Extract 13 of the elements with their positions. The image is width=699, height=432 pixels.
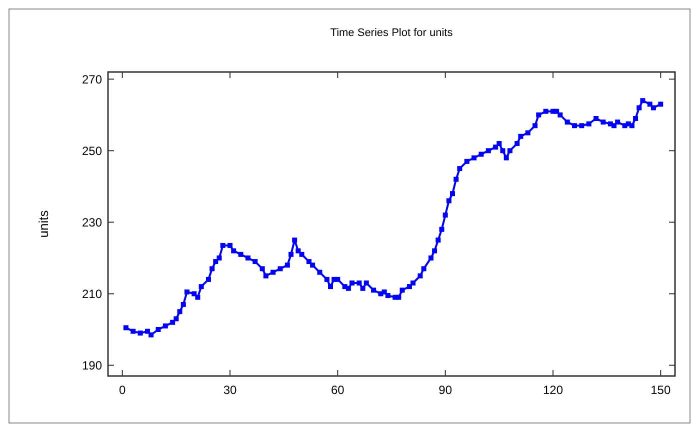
chart-title: Time Series Plot for units [330, 27, 454, 39]
x-tick-label: 60 [330, 383, 345, 397]
x-tick-label: 120 [542, 383, 564, 397]
y-axis-title: units [36, 210, 51, 238]
y-tick-label: 210 [82, 286, 102, 301]
y-tick-label: 190 [82, 358, 102, 372]
x-tick-label: 150 [650, 383, 671, 397]
x-tick-label: 0 [119, 383, 126, 397]
y-tick-label: 270 [82, 72, 102, 86]
y-tick-label: 250 [82, 144, 102, 158]
x-tick-label: 30 [223, 383, 238, 397]
x-tick-label: 90 [438, 383, 452, 397]
y-tick-label: 230 [82, 215, 102, 230]
